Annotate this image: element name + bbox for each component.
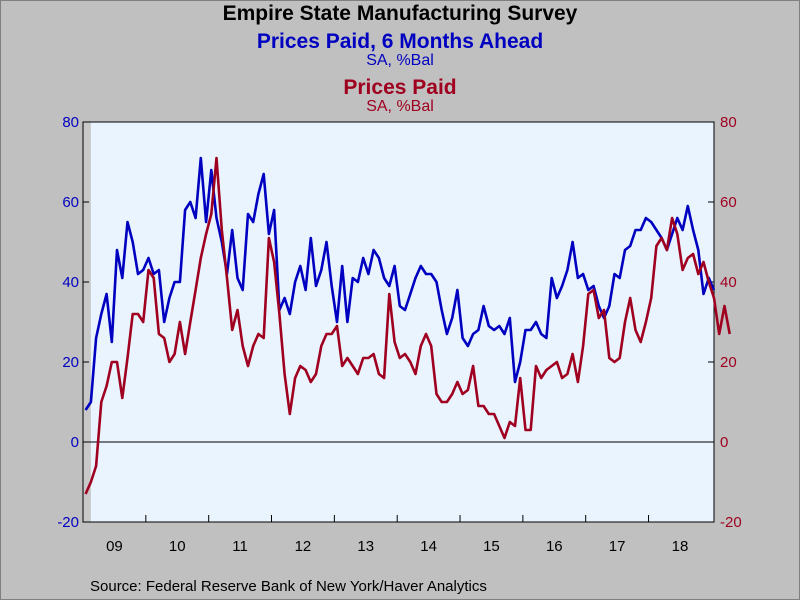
x-axis-label: 18 xyxy=(672,538,689,555)
right-axis-label: 40 xyxy=(720,274,737,291)
series2-title: Prices Paid xyxy=(343,76,457,99)
recession-shade xyxy=(83,122,91,522)
right-axis-label: 0 xyxy=(720,434,728,451)
x-axis-label: 16 xyxy=(546,538,563,555)
x-axis-label: 14 xyxy=(420,538,437,555)
x-axis-label: 09 xyxy=(106,538,123,555)
left-axis-label: 40 xyxy=(62,274,79,291)
x-axis-label: 11 xyxy=(232,538,248,555)
left-axis-label: 60 xyxy=(62,194,79,211)
source-note: Source: Federal Reserve Bank of New York… xyxy=(90,578,487,595)
right-axis-label: -20 xyxy=(720,514,742,531)
x-axis-label: 13 xyxy=(357,538,374,555)
x-axis-label: 15 xyxy=(483,538,500,555)
series1-subtitle: SA, %Bal xyxy=(366,52,434,69)
right-axis-label: 20 xyxy=(720,354,737,371)
x-axis-label: 10 xyxy=(169,538,186,555)
left-axis-label: 20 xyxy=(62,354,79,371)
series-line-prices-paid xyxy=(84,156,731,495)
x-axis-label: 12 xyxy=(295,538,312,555)
plot-border xyxy=(82,121,715,523)
left-axis-label: 0 xyxy=(71,434,79,451)
left-axis-label: 80 xyxy=(62,114,79,131)
plot-area xyxy=(83,122,714,522)
series2-subtitle: SA, %Bal xyxy=(366,98,434,115)
chart-title: Empire State Manufacturing Survey xyxy=(222,2,578,25)
series-line-prices-paid-6m-ahead xyxy=(84,156,716,411)
x-axis-label: 17 xyxy=(609,538,626,555)
right-axis-label: 80 xyxy=(720,114,737,131)
left-axis-label: -20 xyxy=(57,514,79,531)
series1-title: Prices Paid, 6 Months Ahead xyxy=(256,30,544,53)
right-axis-label: 60 xyxy=(720,194,737,211)
